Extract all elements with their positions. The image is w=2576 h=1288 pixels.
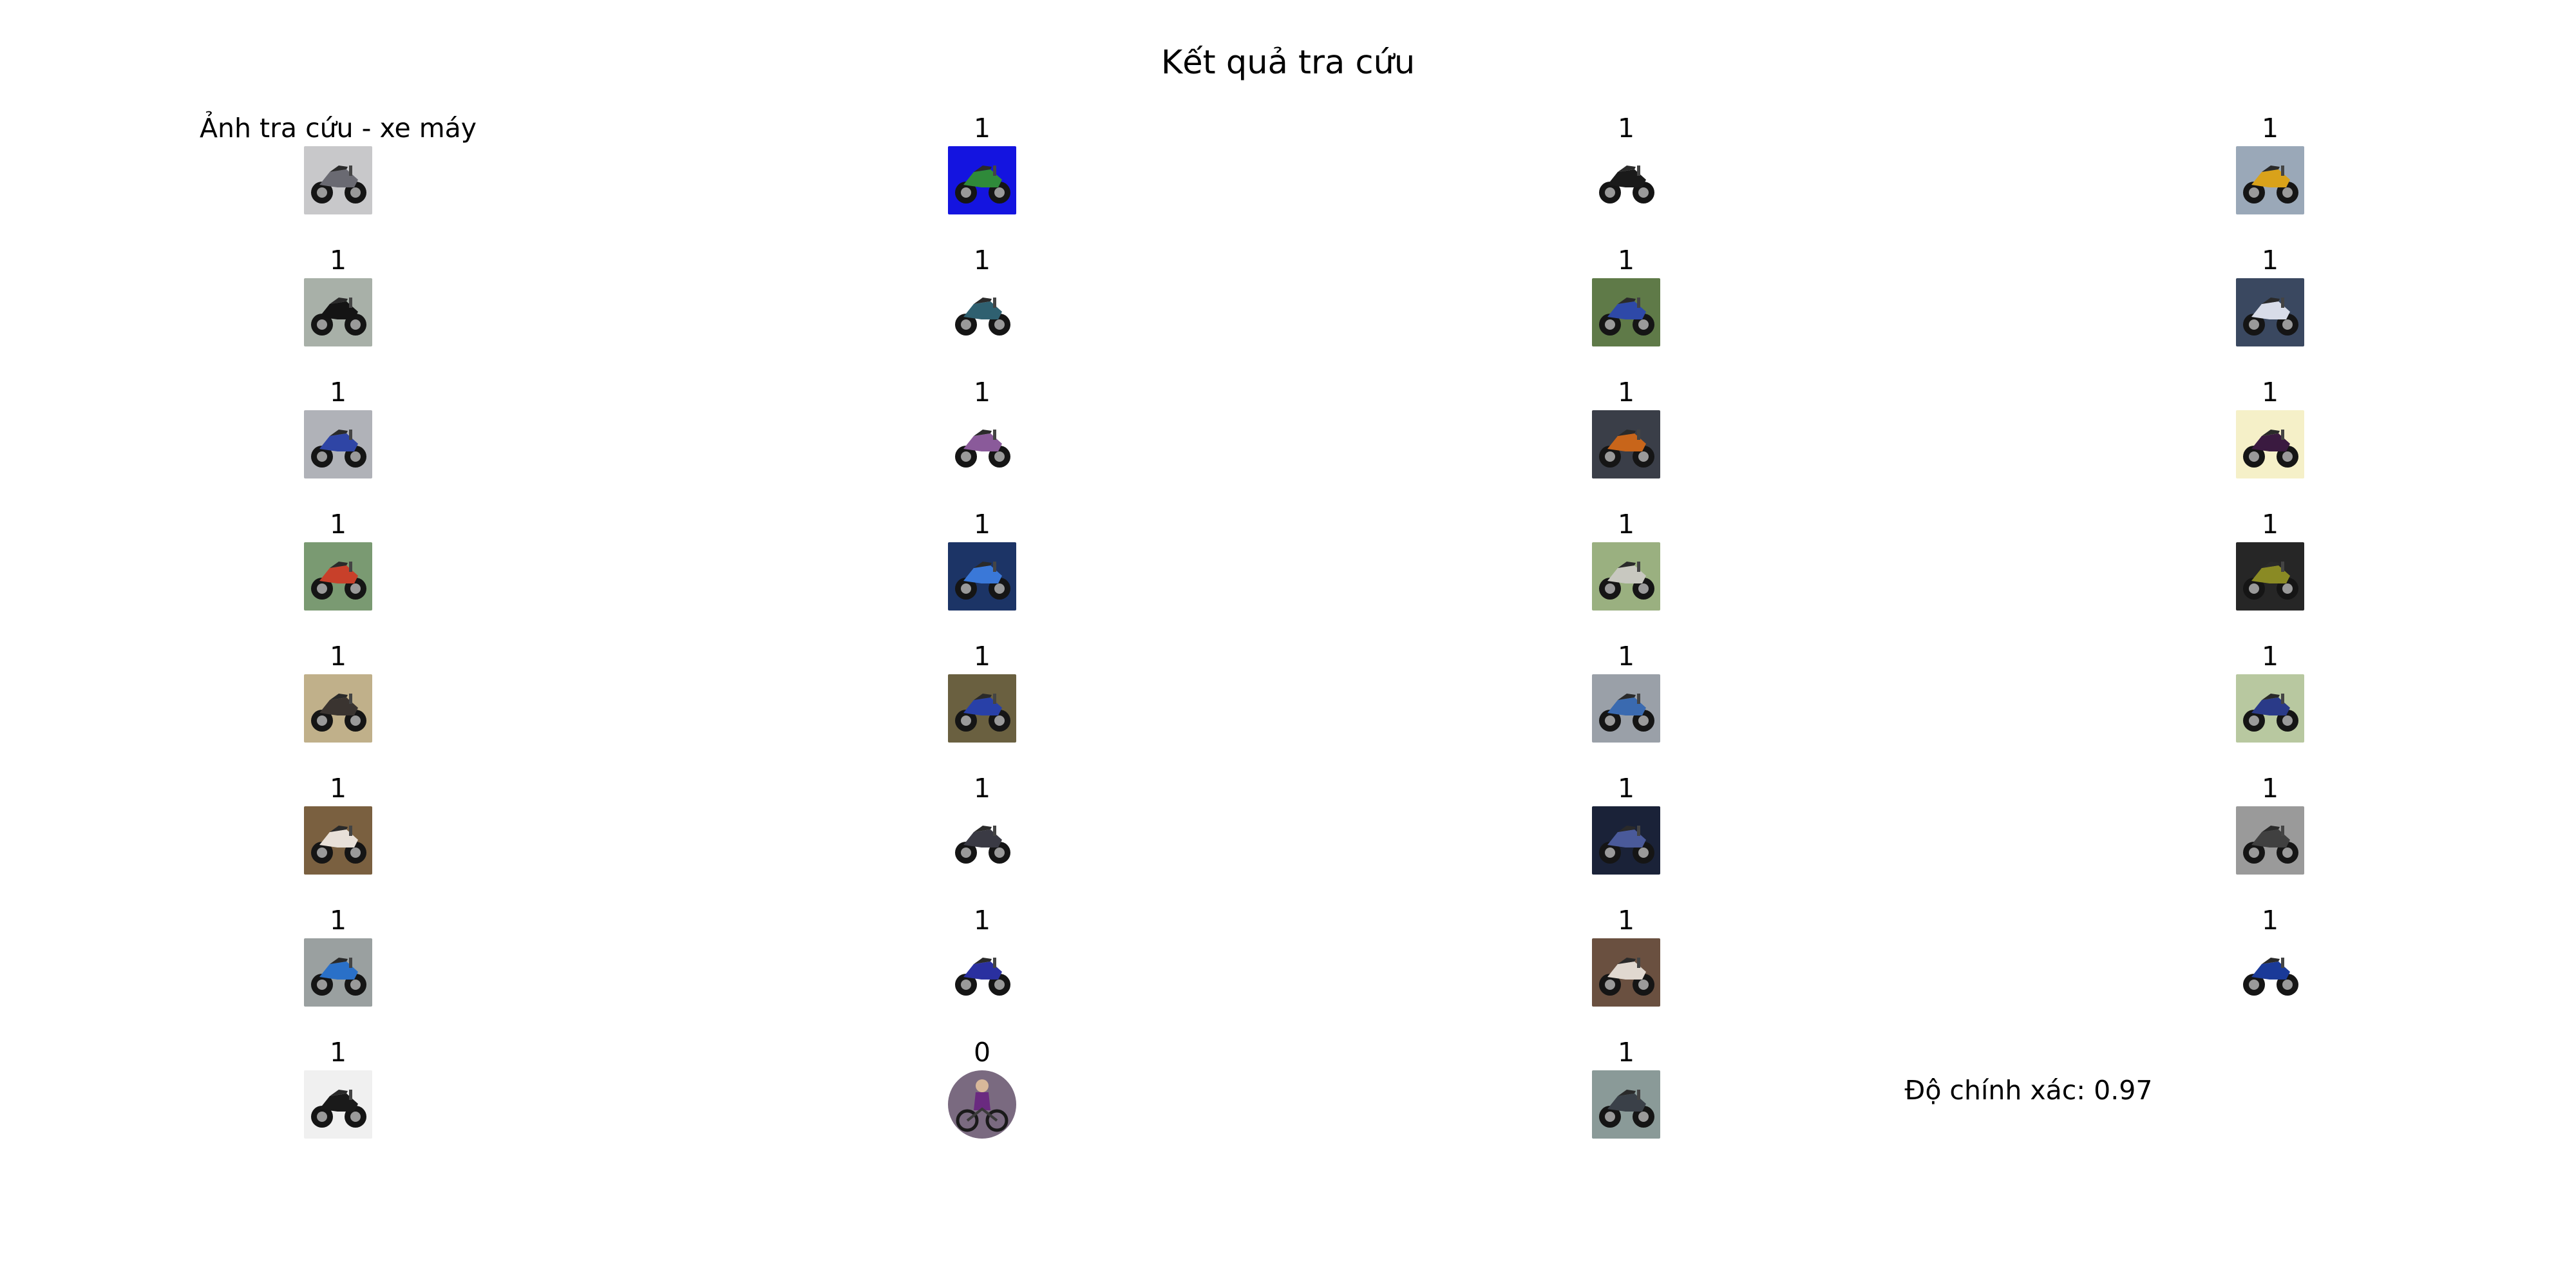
motorcycle-photo-icon [1592, 674, 1660, 743]
result-cell-5: 1 [757, 245, 1208, 354]
result-label: 1 [2261, 113, 2279, 144]
result-label: 1 [329, 773, 347, 804]
result-label: 1 [973, 509, 991, 540]
result-cell-13: 1 [757, 509, 1208, 618]
page-title: Kết quả tra cứu [1160, 44, 1416, 82]
accuracy-text: Độ chính xác: 0.97 [1904, 1075, 2153, 1106]
result-cell-16: 1 [113, 641, 564, 750]
result-label: 1 [329, 377, 347, 408]
motorcycle-photo-icon [948, 542, 1016, 611]
result-label: 1 [1617, 641, 1635, 672]
result-label: 1 [329, 641, 347, 672]
query-label: Ảnh tra cứu - xe máy [199, 113, 477, 144]
motorcycle-photo-icon [948, 806, 1016, 875]
motorcycle-photo-icon [1592, 806, 1660, 875]
motorcycle-photo-icon [2236, 146, 2304, 214]
motorcycle-photo-icon [1592, 278, 1660, 346]
result-cell-9: 1 [757, 377, 1208, 486]
result-label: 1 [1617, 773, 1635, 804]
motorcycle-photo-icon [2236, 542, 2304, 611]
result-cell-1: 1 [757, 113, 1208, 222]
result-label: 1 [2261, 905, 2279, 936]
result-cell-22: 1 [1401, 773, 1852, 882]
result-cell-24: 1 [113, 905, 564, 1014]
result-cell-11: 1 [2045, 377, 2496, 486]
motorcycle-photo-icon [948, 146, 1016, 214]
motorcycle-photo-icon [1592, 542, 1660, 611]
result-label: 0 [973, 1037, 991, 1068]
motorcycle-photo-icon [948, 938, 1016, 1007]
result-cell-19: 1 [2045, 641, 2496, 750]
motorcycle-photo-icon [2236, 410, 2304, 478]
result-cell-6: 1 [1401, 245, 1852, 354]
motorcycle-photo-icon [2236, 806, 2304, 875]
result-cell-15: 1 [2045, 509, 2496, 618]
result-label: 1 [1617, 245, 1635, 276]
result-label: 1 [329, 905, 347, 936]
result-label: 1 [973, 641, 991, 672]
result-label: 1 [973, 113, 991, 144]
motorcycle-photo-icon [304, 410, 372, 478]
motorcycle-photo-icon [948, 674, 1016, 743]
result-cell-3: 1 [2045, 113, 2496, 222]
result-cell-8: 1 [113, 377, 564, 486]
motorcycle-photo-icon [304, 674, 372, 743]
result-cell-25: 1 [757, 905, 1208, 1014]
result-cell-4: 1 [113, 245, 564, 354]
motorcycle-photo-icon [304, 278, 372, 346]
result-cell-10: 1 [1401, 377, 1852, 486]
result-label: 1 [2261, 773, 2279, 804]
motorcycle-photo-icon [1592, 410, 1660, 478]
result-label: 1 [1617, 113, 1635, 144]
result-label: 1 [973, 245, 991, 276]
result-cell-18: 1 [1401, 641, 1852, 750]
motorcycle-photo-icon [304, 146, 372, 214]
result-cell-23: 1 [2045, 773, 2496, 882]
motorcycle-photo-icon [304, 542, 372, 611]
motorcycle-photo-icon [948, 410, 1016, 478]
motorcycle-photo-icon [304, 1070, 372, 1139]
motorcycle-photo-icon [1592, 1070, 1660, 1139]
result-label: 1 [1617, 1037, 1635, 1068]
person-bicycle-photo-icon [948, 1070, 1016, 1139]
result-cell-26: 1 [1401, 905, 1852, 1014]
result-label: 1 [1617, 509, 1635, 540]
result-cell-20: 1 [113, 773, 564, 882]
result-cell-2: 1 [1401, 113, 1852, 222]
motorcycle-photo-icon [1592, 146, 1660, 214]
result-label: 1 [1617, 905, 1635, 936]
result-cell-14: 1 [1401, 509, 1852, 618]
result-cell-30: 1 [1401, 1037, 1852, 1146]
result-label: 1 [329, 245, 347, 276]
result-label: 1 [973, 377, 991, 408]
result-cell-27: 1 [2045, 905, 2496, 1014]
result-cell-28: 1 [113, 1037, 564, 1146]
motorcycle-photo-icon [2236, 278, 2304, 346]
motorcycle-photo-icon [304, 938, 372, 1007]
motorcycle-photo-icon [1592, 938, 1660, 1007]
result-label: 1 [2261, 641, 2279, 672]
motorcycle-photo-icon [2236, 674, 2304, 743]
result-label: 1 [2261, 245, 2279, 276]
result-cell-21: 1 [757, 773, 1208, 882]
motorcycle-photo-icon [304, 806, 372, 875]
result-cell-17: 1 [757, 641, 1208, 750]
result-cell-7: 1 [2045, 245, 2496, 354]
result-label: 1 [329, 509, 347, 540]
result-label: 1 [1617, 377, 1635, 408]
query-cell: Ảnh tra cứu - xe máy [113, 113, 564, 222]
result-label: 1 [2261, 377, 2279, 408]
motorcycle-photo-icon [2236, 938, 2304, 1007]
result-label: 1 [973, 905, 991, 936]
result-label: 1 [2261, 509, 2279, 540]
result-cell-12: 1 [113, 509, 564, 618]
result-label: 1 [973, 773, 991, 804]
result-label: 1 [329, 1037, 347, 1068]
result-cell-29: 0 [757, 1037, 1208, 1146]
motorcycle-photo-icon [948, 278, 1016, 346]
